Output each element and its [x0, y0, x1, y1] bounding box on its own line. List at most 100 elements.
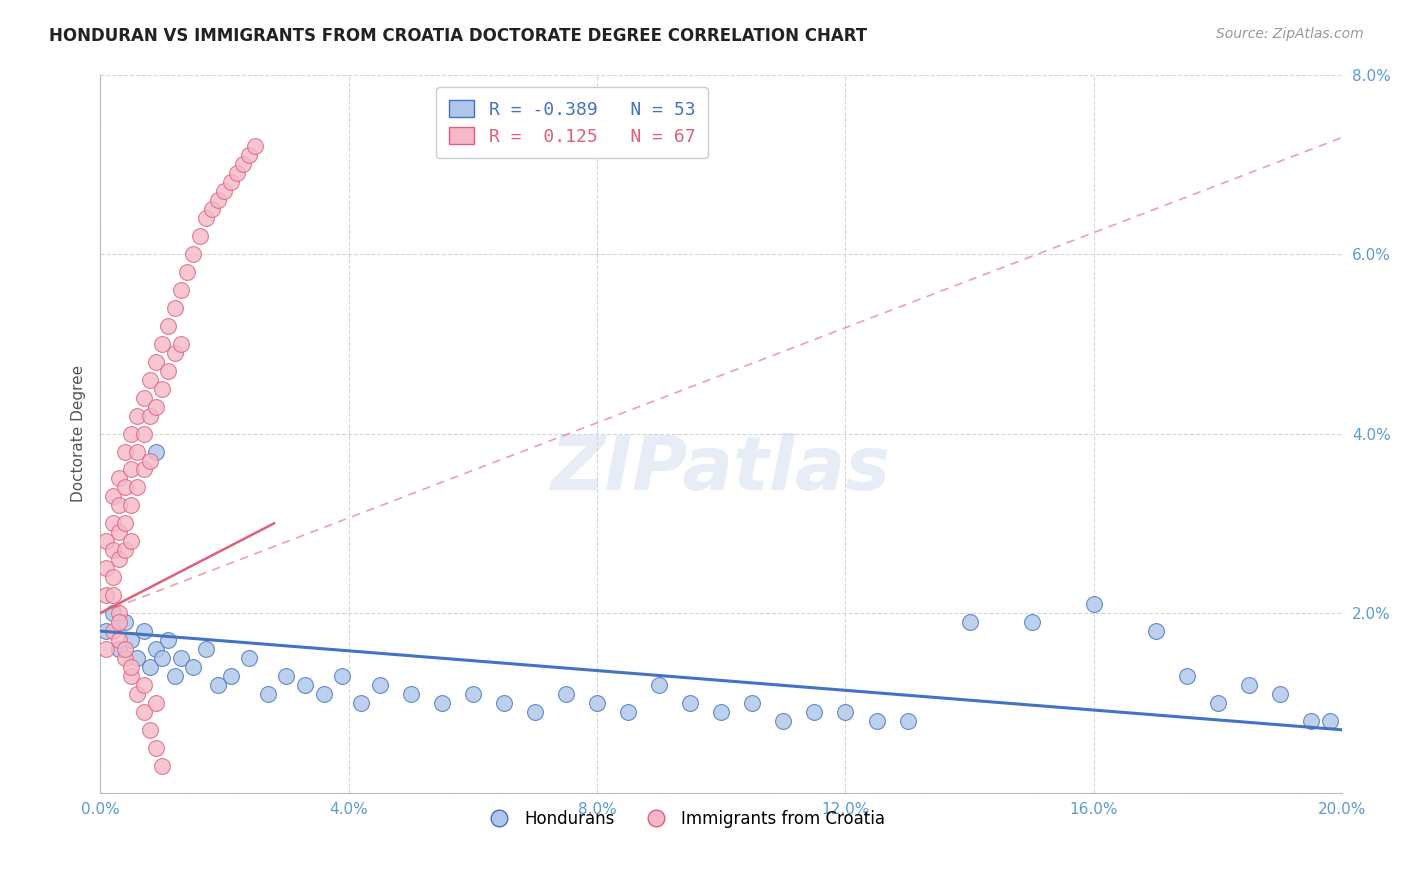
- Point: [207, 193, 229, 207]
- Point: [120, 669, 142, 683]
- Point: [710, 705, 733, 719]
- Point: [1021, 615, 1043, 629]
- Point: [107, 552, 129, 566]
- Point: [107, 525, 129, 540]
- Point: [101, 570, 124, 584]
- Point: [1175, 669, 1198, 683]
- Point: [101, 543, 124, 558]
- Point: [145, 740, 167, 755]
- Point: [150, 758, 173, 772]
- Point: [145, 642, 167, 657]
- Point: [157, 633, 180, 648]
- Point: [139, 453, 162, 467]
- Point: [150, 651, 173, 665]
- Point: [1144, 624, 1167, 638]
- Point: [294, 678, 316, 692]
- Point: [132, 678, 155, 692]
- Point: [107, 633, 129, 648]
- Point: [107, 499, 129, 513]
- Point: [139, 373, 162, 387]
- Legend: Hondurans, Immigrants from Croatia: Hondurans, Immigrants from Croatia: [477, 804, 891, 835]
- Point: [101, 624, 124, 638]
- Text: Source: ZipAtlas.com: Source: ZipAtlas.com: [1216, 27, 1364, 41]
- Point: [256, 687, 278, 701]
- Point: [132, 426, 155, 441]
- Point: [114, 543, 136, 558]
- Point: [139, 723, 162, 737]
- Point: [139, 660, 162, 674]
- Point: [207, 678, 229, 692]
- Point: [181, 247, 204, 261]
- Point: [170, 336, 193, 351]
- Point: [114, 615, 136, 629]
- Point: [114, 444, 136, 458]
- Point: [101, 606, 124, 620]
- Point: [132, 624, 155, 638]
- Point: [96, 561, 118, 575]
- Point: [132, 705, 155, 719]
- Point: [157, 364, 180, 378]
- Point: [219, 175, 242, 189]
- Point: [96, 642, 118, 657]
- Point: [145, 355, 167, 369]
- Point: [834, 705, 856, 719]
- Point: [107, 471, 129, 485]
- Point: [127, 409, 149, 423]
- Point: [101, 516, 124, 531]
- Point: [201, 202, 224, 216]
- Point: [897, 714, 920, 728]
- Point: [238, 651, 260, 665]
- Point: [157, 318, 180, 333]
- Point: [101, 588, 124, 602]
- Point: [127, 687, 149, 701]
- Point: [803, 705, 825, 719]
- Point: [399, 687, 422, 701]
- Point: [332, 669, 354, 683]
- Point: [170, 651, 193, 665]
- Point: [555, 687, 578, 701]
- Point: [176, 265, 198, 279]
- Point: [120, 462, 142, 476]
- Point: [181, 660, 204, 674]
- Point: [107, 642, 129, 657]
- Point: [276, 669, 298, 683]
- Point: [139, 409, 162, 423]
- Point: [617, 705, 640, 719]
- Point: [150, 382, 173, 396]
- Point: [163, 301, 186, 315]
- Point: [959, 615, 981, 629]
- Point: [120, 534, 142, 549]
- Point: [96, 534, 118, 549]
- Point: [114, 516, 136, 531]
- Point: [127, 651, 149, 665]
- Point: [1206, 696, 1229, 710]
- Point: [679, 696, 702, 710]
- Point: [107, 615, 129, 629]
- Point: [194, 211, 217, 226]
- Point: [145, 400, 167, 414]
- Point: [312, 687, 335, 701]
- Point: [120, 633, 142, 648]
- Point: [101, 490, 124, 504]
- Point: [170, 283, 193, 297]
- Point: [114, 651, 136, 665]
- Point: [245, 139, 267, 153]
- Point: [350, 696, 373, 710]
- Point: [219, 669, 242, 683]
- Point: [1319, 714, 1341, 728]
- Point: [225, 166, 247, 180]
- Point: [461, 687, 484, 701]
- Point: [1270, 687, 1292, 701]
- Point: [132, 462, 155, 476]
- Point: [127, 444, 149, 458]
- Point: [107, 606, 129, 620]
- Point: [648, 678, 671, 692]
- Point: [741, 696, 763, 710]
- Point: [188, 229, 211, 244]
- Point: [865, 714, 887, 728]
- Point: [114, 642, 136, 657]
- Point: [430, 696, 453, 710]
- Point: [586, 696, 609, 710]
- Point: [96, 624, 118, 638]
- Point: [145, 696, 167, 710]
